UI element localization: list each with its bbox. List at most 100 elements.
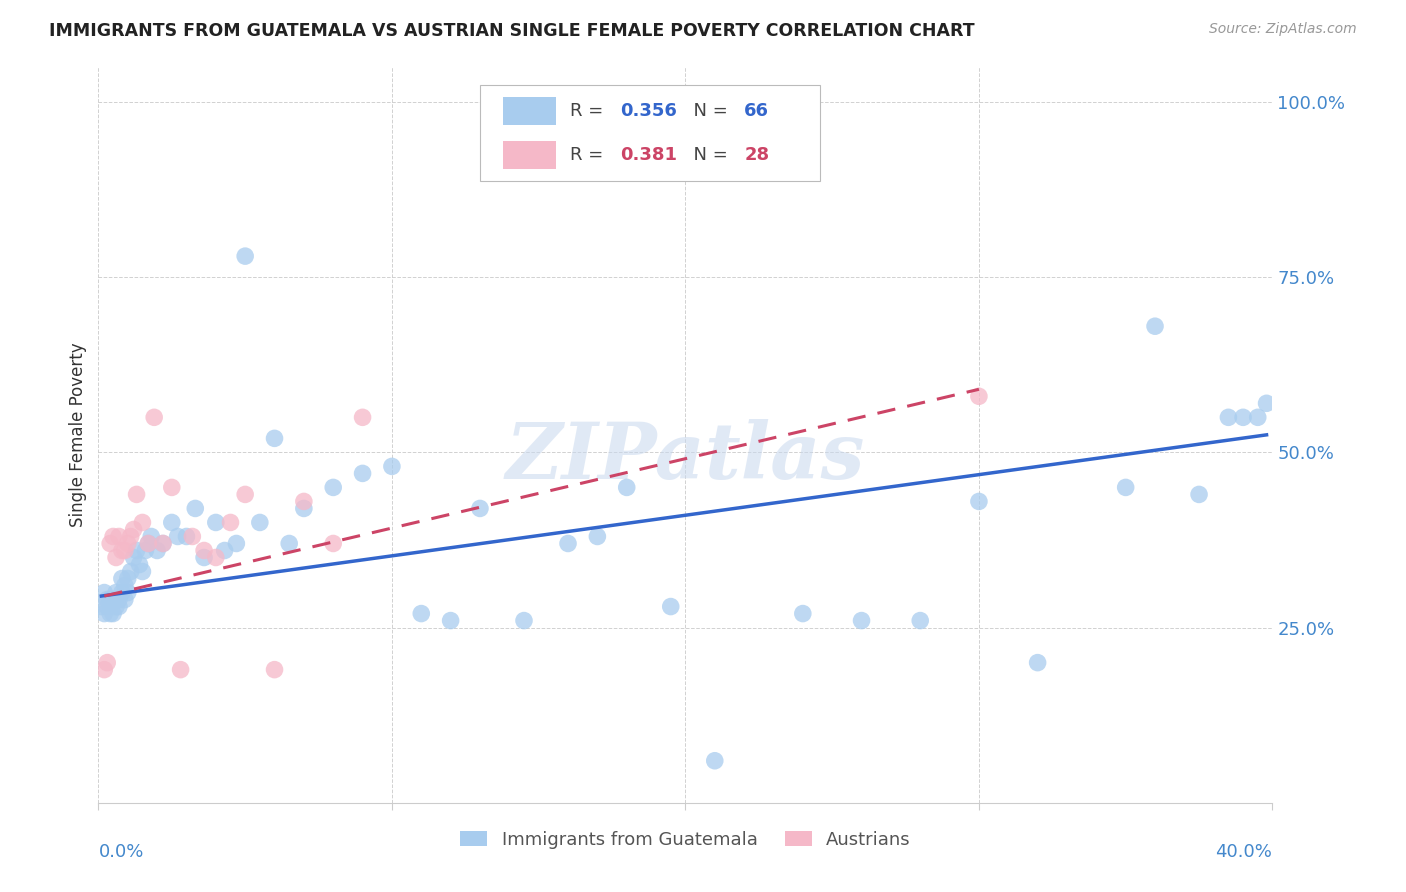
Point [214, 543, 236, 558]
Point [263, 431, 285, 445]
Point [114, 592, 136, 607]
Text: 40.0%: 40.0% [1216, 843, 1272, 862]
Point [910, 614, 932, 628]
Point [117, 585, 139, 599]
Point [117, 572, 139, 586]
Text: R =: R = [571, 146, 609, 164]
Point [122, 523, 145, 537]
Point [136, 536, 159, 550]
Point [225, 536, 247, 550]
Point [513, 614, 536, 628]
Point [193, 550, 215, 565]
Point [122, 550, 145, 565]
Point [1232, 410, 1254, 425]
Point [616, 480, 638, 494]
Point [136, 536, 159, 550]
Point [169, 663, 191, 677]
Point [152, 536, 174, 550]
Point [108, 592, 131, 607]
Point [249, 516, 271, 530]
Point [352, 467, 374, 481]
Point [98, 536, 121, 550]
Point [101, 529, 124, 543]
Point [143, 410, 166, 425]
Text: R =: R = [571, 102, 609, 120]
Point [93, 585, 115, 599]
Point [181, 529, 204, 543]
Point [1188, 487, 1211, 501]
Point [278, 536, 301, 550]
FancyBboxPatch shape [503, 141, 557, 169]
Point [101, 592, 124, 607]
Point [439, 614, 461, 628]
Point [792, 607, 814, 621]
Point [193, 543, 215, 558]
Point [134, 543, 156, 558]
Point [1247, 410, 1270, 425]
Point [233, 487, 256, 501]
Point [120, 529, 142, 543]
Point [1026, 656, 1049, 670]
Text: ZIPatlas: ZIPatlas [506, 418, 865, 495]
Point [184, 501, 207, 516]
Point [160, 516, 183, 530]
Point [111, 543, 134, 558]
Point [205, 550, 228, 565]
Point [586, 529, 609, 543]
Point [114, 543, 136, 558]
Point [108, 529, 131, 543]
Text: IMMIGRANTS FROM GUATEMALA VS AUSTRIAN SINGLE FEMALE POVERTY CORRELATION CHART: IMMIGRANTS FROM GUATEMALA VS AUSTRIAN SI… [49, 22, 974, 40]
Point [322, 480, 344, 494]
Text: Source: ZipAtlas.com: Source: ZipAtlas.com [1209, 22, 1357, 37]
Text: 0.356: 0.356 [620, 102, 676, 120]
Point [93, 607, 115, 621]
Point [1115, 480, 1137, 494]
Point [219, 516, 242, 530]
Point [125, 487, 148, 501]
Point [96, 599, 118, 614]
Point [659, 599, 682, 614]
Point [105, 550, 128, 565]
Point [1218, 410, 1240, 425]
Point [322, 536, 344, 550]
Point [141, 529, 163, 543]
Point [96, 592, 118, 607]
Point [152, 536, 174, 550]
Point [111, 585, 134, 599]
Y-axis label: Single Female Poverty: Single Female Poverty [69, 343, 87, 527]
Text: 66: 66 [744, 102, 769, 120]
Point [114, 578, 136, 592]
Point [263, 663, 285, 677]
Point [967, 389, 990, 403]
Text: N =: N = [682, 102, 734, 120]
Point [90, 599, 112, 614]
Point [166, 529, 188, 543]
Point [96, 656, 118, 670]
Point [160, 480, 183, 494]
Point [117, 536, 139, 550]
Text: 0.381: 0.381 [620, 146, 676, 164]
FancyBboxPatch shape [503, 97, 557, 125]
Point [292, 501, 315, 516]
Text: 28: 28 [744, 146, 769, 164]
Point [1144, 319, 1167, 334]
Point [131, 565, 153, 579]
Point [105, 585, 128, 599]
Text: 0.0%: 0.0% [98, 843, 143, 862]
Point [381, 459, 404, 474]
Point [1256, 396, 1278, 410]
Point [967, 494, 990, 508]
Legend: Immigrants from Guatemala, Austrians: Immigrants from Guatemala, Austrians [453, 824, 918, 856]
Text: N =: N = [682, 146, 734, 164]
Point [176, 529, 198, 543]
FancyBboxPatch shape [479, 86, 821, 181]
Point [108, 599, 131, 614]
Point [352, 410, 374, 425]
Point [411, 607, 433, 621]
Point [557, 536, 579, 550]
Point [101, 607, 124, 621]
Point [703, 754, 725, 768]
Point [120, 565, 142, 579]
Point [128, 558, 150, 572]
Point [125, 543, 148, 558]
